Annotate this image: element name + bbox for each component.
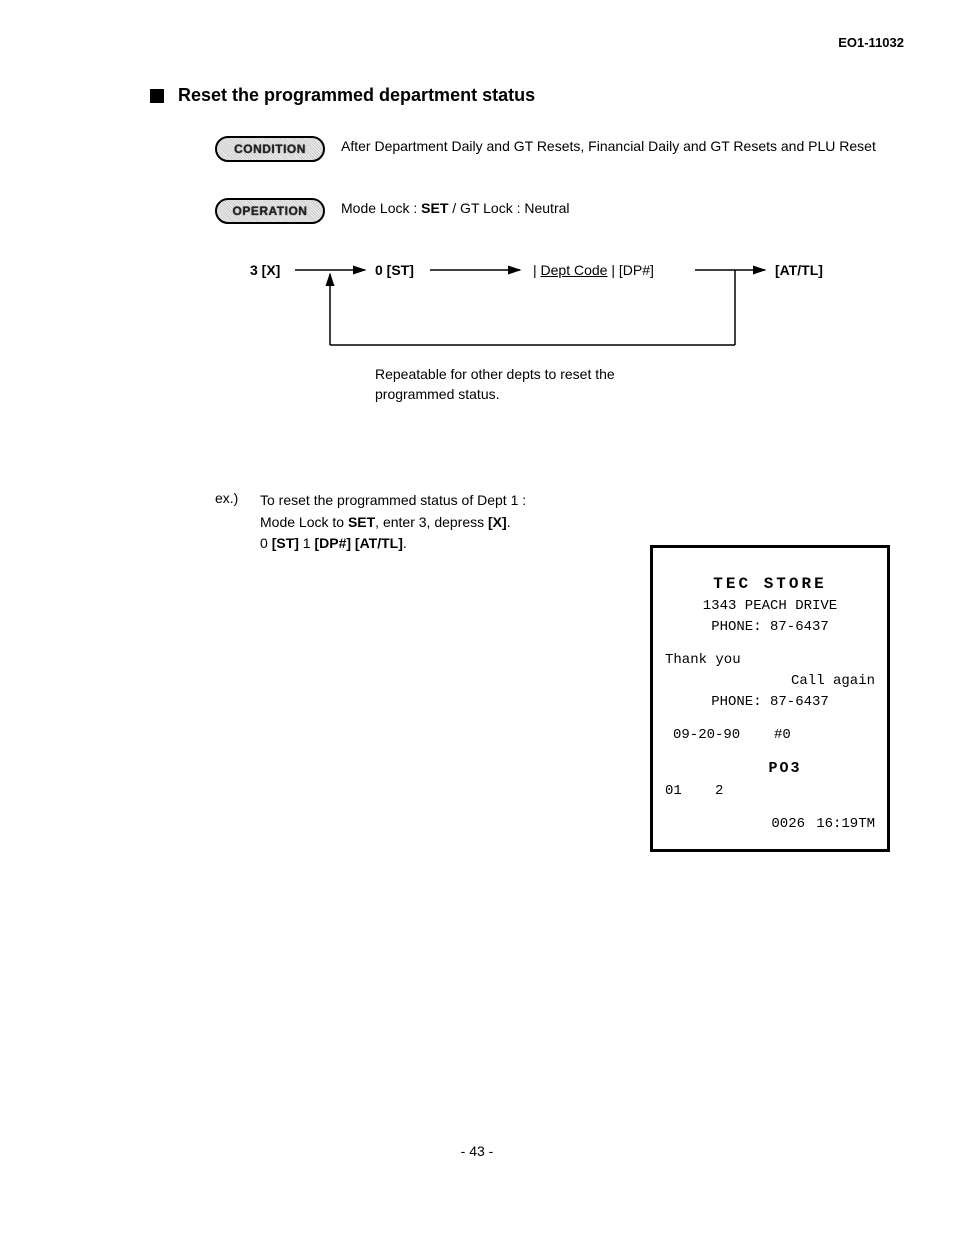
operation-badge: OPERATION <box>215 198 325 224</box>
example-line1: To reset the programmed status of Dept 1… <box>260 490 526 512</box>
example-body: To reset the programmed status of Dept 1… <box>260 490 526 555</box>
example-label: ex.) <box>215 490 260 555</box>
receipt-thanks: Thank you <box>665 650 875 671</box>
receipt-phone2: PHONE: 87-6437 <box>665 692 875 713</box>
receipt-nums: 01 2 <box>665 781 875 802</box>
receipt-store: TEC STORE <box>665 572 875 596</box>
receipt-address: 1343 PEACH DRIVE <box>665 596 875 617</box>
operation-prefix: Mode Lock : <box>341 200 421 216</box>
operation-text: Mode Lock : SET / GT Lock : Neutral <box>341 198 570 218</box>
step3-prefix: | <box>533 262 541 278</box>
receipt-date-row: 09-20-90 #0 <box>665 725 875 746</box>
condition-text: After Department Daily and GT Resets, Fi… <box>341 136 876 156</box>
diagram-step4: [AT/TL] <box>775 262 823 278</box>
operation-bold: SET <box>421 200 448 216</box>
ex2d: [X] <box>488 514 507 530</box>
diagram-step2: 0 [ST] <box>375 262 414 278</box>
receipt-time: 16:19TM <box>805 814 875 835</box>
flow-diagram: 3 [X] 0 [ST] | Dept Code | [DP#] [AT/TL]… <box>255 260 894 430</box>
receipt-p03: PO3 <box>695 758 875 781</box>
receipt-footer: 0026 16:19TM <box>665 814 875 835</box>
document-id: EO1-11032 <box>838 35 904 50</box>
document-page: EO1-11032 Reset the programmed departmen… <box>0 0 954 1239</box>
diagram-step3: | Dept Code | [DP#] <box>533 262 654 278</box>
step3-underline: Dept Code <box>541 262 608 278</box>
condition-row: CONDITION After Department Daily and GT … <box>215 136 894 162</box>
diagram-note: Repeatable for other depts to reset the … <box>375 365 615 404</box>
section-title-row: Reset the programmed department status <box>150 85 894 106</box>
condition-badge: CONDITION <box>215 136 325 162</box>
ex2c: , enter 3, depress <box>375 514 488 530</box>
operation-suffix: / GT Lock : Neutral <box>448 200 569 216</box>
ex3d: [DP#] [AT/TL] <box>314 535 402 551</box>
receipt-date: 09-20-90 <box>665 725 774 746</box>
receipt-sample: TEC STORE 1343 PEACH DRIVE PHONE: 87-643… <box>650 545 890 852</box>
diagram-note-l1: Repeatable for other depts to reset the <box>375 365 615 385</box>
ex2e: . <box>507 514 511 530</box>
section-title: Reset the programmed department status <box>178 85 535 106</box>
operation-row: OPERATION Mode Lock : SET / GT Lock : Ne… <box>215 198 894 224</box>
square-bullet-icon <box>150 89 164 103</box>
diagram-step1: 3 [X] <box>250 262 280 278</box>
ex3c: 1 <box>299 535 315 551</box>
example-line2: Mode Lock to SET, enter 3, depress [X]. <box>260 512 526 534</box>
ex3b: [ST] <box>272 535 299 551</box>
ex3a: 0 <box>260 535 272 551</box>
diagram-note-l2: programmed status. <box>375 385 615 405</box>
example-line3: 0 [ST] 1 [DP#] [AT/TL]. <box>260 533 526 555</box>
receipt-rightnum: 2 <box>715 781 795 802</box>
ex2b: SET <box>348 514 375 530</box>
ex3e: . <box>403 535 407 551</box>
receipt-seq: 0026 <box>735 814 805 835</box>
info-block: CONDITION After Department Daily and GT … <box>215 136 894 224</box>
page-number: - 43 - <box>0 1143 954 1159</box>
step3-suffix: | [DP#] <box>607 262 653 278</box>
ex2a: Mode Lock to <box>260 514 348 530</box>
receipt-hash: #0 <box>774 725 875 746</box>
receipt-call: Call again <box>665 671 875 692</box>
receipt-phone1: PHONE: 87-6437 <box>665 617 875 638</box>
